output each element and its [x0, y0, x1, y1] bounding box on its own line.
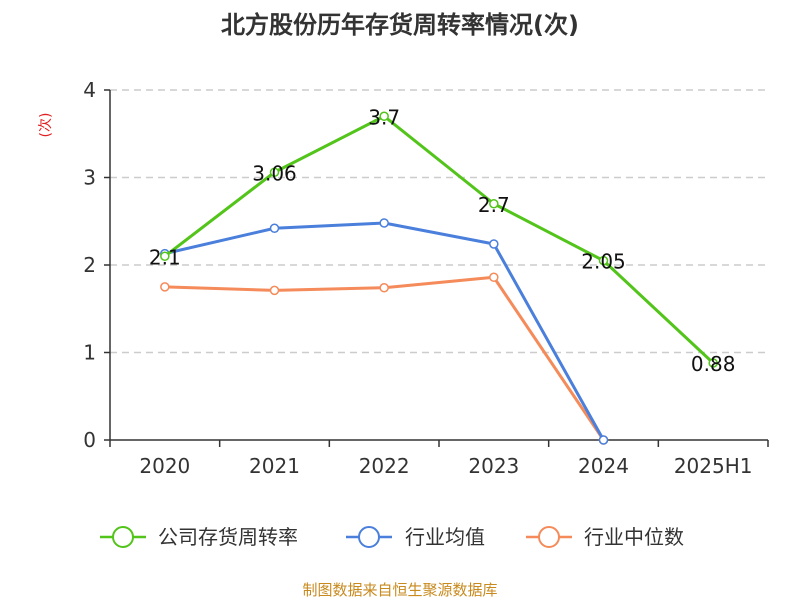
y-axis-label: (次): [38, 113, 54, 138]
grid-lines: [110, 89, 768, 354]
series-公司存货周转率: [160, 111, 718, 368]
data-labels: 2.1 3.06 3.7 2.7 2.05 0.88: [149, 105, 736, 376]
data-point-2022: [379, 218, 389, 228]
x-tick-label-2025H1: 2025H1: [674, 454, 753, 478]
data-point-2023: [489, 239, 499, 249]
data-label-2022: 3.7: [368, 105, 400, 129]
data-label-2024: 2.05: [581, 250, 626, 274]
legend: 公司存货周转率 行业均值 行业中位数: [100, 525, 684, 549]
chart-title: 北方股份历年存货周转率情况(次): [221, 11, 579, 39]
data-point-2020: [160, 251, 170, 261]
y-tick-label: 2: [83, 253, 96, 277]
series-line-公司存货周转率: [163, 114, 715, 365]
data-point-2021: [269, 167, 280, 177]
data-point-2023: [489, 199, 499, 209]
legend-label: 行业中位数: [584, 525, 684, 549]
data-label-2025H1: 0.88: [691, 352, 736, 376]
x-tick-label-2020: 2020: [139, 454, 190, 478]
series-行业中位数: [160, 272, 609, 445]
legend-label: 公司存货周转率: [158, 525, 298, 549]
y-tick-label: 0: [83, 428, 96, 452]
x-tick-label-2024: 2024: [578, 454, 629, 478]
legend-item-公司存货周转率: 公司存货周转率: [100, 525, 298, 549]
x-tick-label-2022: 2022: [359, 454, 410, 478]
series-line-行业均值: [164, 221, 605, 441]
y-tick-label: 1: [83, 341, 96, 365]
y-tick-label: 4: [83, 78, 96, 102]
series-行业均值: [160, 218, 609, 445]
data-point-2024: [598, 435, 609, 445]
source-note: 制图数据来自恒生聚源数据库: [302, 581, 497, 599]
series-layer: [160, 111, 718, 445]
legend-marker: [358, 526, 380, 548]
data-point-2021: [269, 285, 280, 296]
x-tick-label-2023: 2023: [468, 454, 519, 478]
data-point-2022: [379, 111, 389, 121]
data-point-2020: [160, 282, 170, 292]
data-point-2024: [598, 255, 609, 266]
data-point-2022: [379, 283, 389, 293]
legend-marker: [112, 526, 134, 548]
legend-marker: [538, 526, 560, 548]
legend-item-行业中位数: 行业中位数: [526, 525, 684, 549]
data-point-2023: [489, 272, 499, 282]
data-point-2025H1: [708, 358, 718, 368]
y-tick-label: 3: [83, 166, 96, 190]
data-label-2021: 3.06: [252, 161, 297, 185]
legend-label: 行业均值: [405, 525, 485, 549]
legend-item-行业均值: 行业均值: [346, 525, 485, 549]
axes: 0 1 2 3 4 2020 2021 2022 2023 2024 2025H1: [83, 78, 769, 478]
x-tick-label-2021: 2021: [249, 454, 300, 478]
data-label-2023: 2.7: [478, 193, 510, 217]
data-label-2020: 2.1: [149, 245, 181, 269]
series-line-行业中位数: [164, 275, 605, 441]
data-point-2021: [269, 223, 280, 233]
